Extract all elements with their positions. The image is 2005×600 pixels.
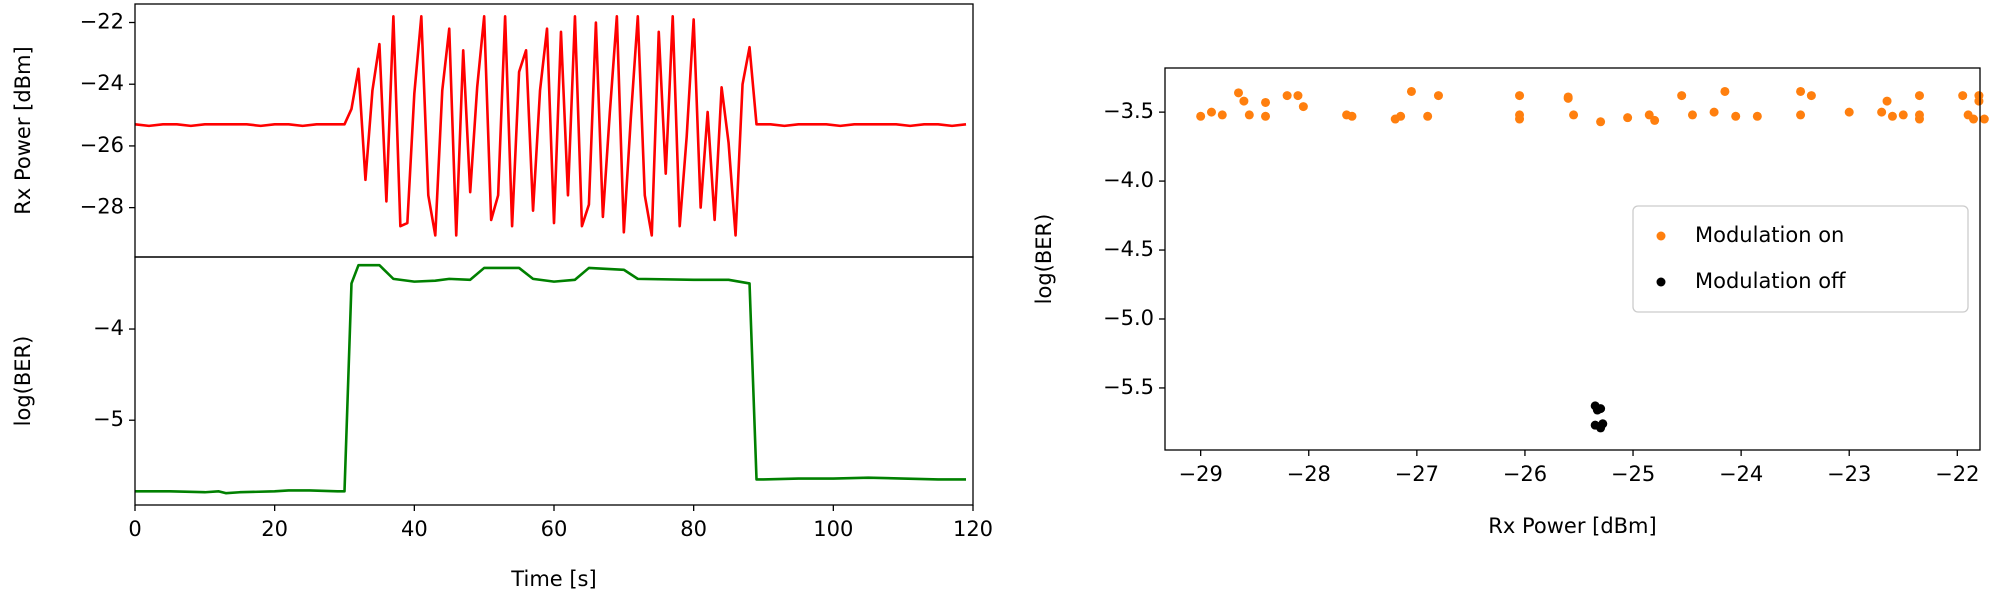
- legend-label: Modulation on: [1695, 223, 1844, 247]
- data-point: [1887, 111, 1897, 121]
- data-point: [1569, 110, 1579, 120]
- x-tick-label: 0: [128, 517, 141, 541]
- axes-frame: [1164, 67, 1981, 451]
- data-point: [1563, 93, 1573, 103]
- data-point: [1958, 91, 1968, 101]
- y-tick-label: −4.5: [1103, 237, 1154, 261]
- data-point: [1234, 88, 1244, 98]
- x-axis-label: Time [s]: [510, 567, 596, 591]
- data-point: [1598, 419, 1608, 429]
- axes-frame: [134, 256, 974, 506]
- y-tick-label: −5: [93, 407, 124, 431]
- x-tick-label: −27: [1395, 462, 1439, 486]
- data-point: [1882, 96, 1892, 106]
- x-tick-label: 100: [813, 517, 853, 541]
- y-tick-label: −5.5: [1103, 375, 1154, 399]
- x-tick-label: 80: [680, 517, 707, 541]
- legend-marker: [1656, 231, 1666, 241]
- data-point: [1979, 114, 1989, 124]
- data-point: [1731, 111, 1741, 121]
- data-point: [1244, 110, 1254, 120]
- x-tick-label: 60: [541, 517, 568, 541]
- x-tick-label: 120: [953, 517, 993, 541]
- data-point: [1677, 91, 1687, 101]
- data-point: [1644, 110, 1654, 120]
- data-point: [1596, 117, 1606, 127]
- data-point: [1406, 86, 1416, 96]
- y-tick-label: −26: [80, 133, 124, 157]
- y-tick-label: −3.5: [1103, 99, 1154, 123]
- x-tick-label: −23: [1827, 462, 1871, 486]
- x-tick-label: −22: [1935, 462, 1979, 486]
- x-tick-label: −28: [1287, 462, 1331, 486]
- data-line: [134, 15, 967, 237]
- data-point: [1969, 114, 1979, 124]
- x-axis-label: Rx Power [dBm]: [1488, 514, 1656, 538]
- data-point: [1650, 115, 1660, 125]
- y-axis-label: log(BER): [1032, 214, 1056, 305]
- legend: Modulation on Modulation off: [1632, 205, 1969, 313]
- data-point: [1196, 111, 1206, 121]
- data-point: [1261, 97, 1271, 107]
- data-point: [1898, 110, 1908, 120]
- data-point: [1239, 96, 1249, 106]
- data-point: [1623, 113, 1633, 123]
- data-point: [1720, 86, 1730, 96]
- y-tick-label: −24: [80, 71, 124, 95]
- legend-label: Modulation off: [1695, 269, 1846, 293]
- data-point: [1293, 91, 1303, 101]
- data-point: [1396, 111, 1406, 121]
- data-point: [1282, 91, 1292, 101]
- data-point: [1687, 110, 1697, 120]
- data-point: [1206, 107, 1216, 117]
- data-point: [1217, 110, 1227, 120]
- data-point: [1796, 110, 1806, 120]
- data-point: [1752, 111, 1762, 121]
- data-point: [1515, 91, 1525, 101]
- data-point: [1914, 114, 1924, 124]
- data-point: [1433, 91, 1443, 101]
- x-tick-label: −25: [1611, 462, 1655, 486]
- data-point: [1877, 107, 1887, 117]
- plot: −4 −5 0 20 40 60 80 100 120 log(BER) Time [s]: [11, 256, 993, 591]
- y-tick-label: −5.0: [1103, 306, 1154, 330]
- data-point: [1347, 111, 1357, 121]
- y-tick-label: −22: [80, 10, 124, 34]
- y-axis-label: log(BER): [11, 336, 35, 427]
- x-tick-label: −29: [1179, 462, 1223, 486]
- data-line: [135, 263, 967, 495]
- plot: −3.5 −4.0 −4.5 −5.0 −5.5 −29 −28 −27 −26 −25 −24 −2…: [1032, 67, 1989, 538]
- data-point: [1298, 102, 1308, 112]
- data-point: [1515, 114, 1525, 124]
- x-tick-label: −26: [1503, 462, 1547, 486]
- data-point: [1423, 111, 1433, 121]
- data-point: [1709, 107, 1719, 117]
- data-point: [1796, 86, 1806, 96]
- data-point: [1914, 91, 1924, 101]
- data-point: [1592, 405, 1602, 415]
- y-tick-label: −28: [80, 195, 124, 219]
- x-tick-label: −24: [1719, 462, 1763, 486]
- plot: −22 −24 −26 −28 Rx Power [dBm]: [11, 3, 974, 258]
- legend-marker: [1656, 277, 1666, 287]
- data-point: [1261, 111, 1271, 121]
- data-point: [1844, 107, 1854, 117]
- y-tick-label: −4: [93, 316, 124, 340]
- data-point: [1806, 91, 1816, 101]
- data-point: [1974, 91, 1984, 101]
- x-tick-label: 20: [261, 517, 288, 541]
- x-tick-label: 40: [401, 517, 428, 541]
- y-axis-label: Rx Power [dBm]: [11, 46, 35, 214]
- y-tick-label: −4.0: [1103, 168, 1154, 192]
- legend-box: [1632, 205, 1969, 313]
